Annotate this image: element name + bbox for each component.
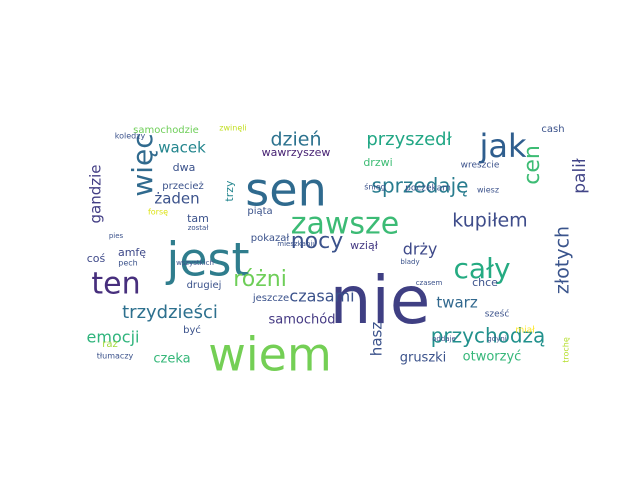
word-47: pokazał xyxy=(251,233,290,244)
word-51: miał xyxy=(515,326,535,336)
word-41: samochodzie xyxy=(133,125,199,136)
word-48: piąta xyxy=(247,206,272,217)
word-67: oddaje xyxy=(432,335,456,343)
word-29: gruszki xyxy=(400,351,447,366)
word-60: mieszkaniu xyxy=(277,240,316,248)
word-45: drugiej xyxy=(187,280,222,291)
word-5: jak xyxy=(478,127,527,165)
word-7: ten xyxy=(91,267,140,302)
word-24: twarz xyxy=(436,294,478,312)
word-61: pech xyxy=(118,259,137,268)
word-12: przychodzą xyxy=(431,324,546,348)
word-21: gandzie xyxy=(87,164,105,223)
word-65: blady xyxy=(400,258,419,266)
word-8: więc xyxy=(126,133,159,196)
word-13: cen xyxy=(520,145,545,185)
word-6: cały xyxy=(453,252,510,285)
word-57: zwinęli xyxy=(219,124,246,133)
word-14: kupiłem xyxy=(452,210,527,232)
word-63: tłumaczy xyxy=(97,352,134,361)
word-40: wziął xyxy=(350,239,379,252)
word-2: wiem xyxy=(208,328,332,382)
word-46: jeszcze xyxy=(252,293,289,304)
word-26: wacek xyxy=(158,139,206,157)
word-54: śnieg xyxy=(364,182,385,192)
word-23: drży xyxy=(403,240,438,259)
word-1: sen xyxy=(245,163,326,217)
word-9: nocy xyxy=(291,229,344,254)
word-55: wiesz xyxy=(477,186,499,195)
word-27: żaden xyxy=(154,190,199,208)
word-43: wreszcie xyxy=(461,161,500,171)
word-37: amfę xyxy=(118,246,146,259)
word-31: czeka xyxy=(153,352,190,367)
word-49: być xyxy=(183,324,201,336)
word-50: raz xyxy=(102,339,118,350)
word-42: przecież xyxy=(162,181,204,192)
word-18: emocji xyxy=(87,328,140,347)
word-22: czasami xyxy=(289,287,354,306)
word-32: wawrzyszew xyxy=(262,146,331,159)
word-3: jest xyxy=(165,233,249,287)
word-33: drzwi xyxy=(363,156,392,169)
word-17: trzydzieści xyxy=(122,302,218,323)
word-15: dzień xyxy=(270,129,321,151)
word-39: chce xyxy=(472,276,498,289)
word-52: sześć xyxy=(485,309,510,320)
word-38: coś xyxy=(87,252,106,265)
word-56: koledzy xyxy=(115,132,146,141)
word-30: otworzyć xyxy=(463,350,522,365)
word-62: wszystkich xyxy=(176,259,214,267)
word-10: różni xyxy=(233,267,287,292)
word-53: poczekam xyxy=(405,184,451,194)
word-16: przyszedł xyxy=(366,129,452,150)
word-28: samochód xyxy=(269,313,336,328)
word-35: trzy xyxy=(223,180,236,202)
word-34: dwa xyxy=(173,161,196,174)
word-4: zawsze xyxy=(291,207,400,242)
word-66: gdyni xyxy=(487,335,506,343)
word-44: cash xyxy=(541,124,564,135)
word-20: palił xyxy=(570,158,590,194)
word-19: złotych xyxy=(552,226,574,294)
word-25: hasz xyxy=(368,322,386,357)
word-68: pies xyxy=(109,232,124,240)
word-64: czasem xyxy=(416,279,443,287)
word-0: nie xyxy=(330,262,431,339)
word-69: trochę xyxy=(562,337,571,363)
word-36: tam xyxy=(187,212,209,225)
word-11: sprzedaję xyxy=(372,174,469,198)
word-58: forsę xyxy=(148,208,168,217)
word-59: został xyxy=(188,224,209,232)
